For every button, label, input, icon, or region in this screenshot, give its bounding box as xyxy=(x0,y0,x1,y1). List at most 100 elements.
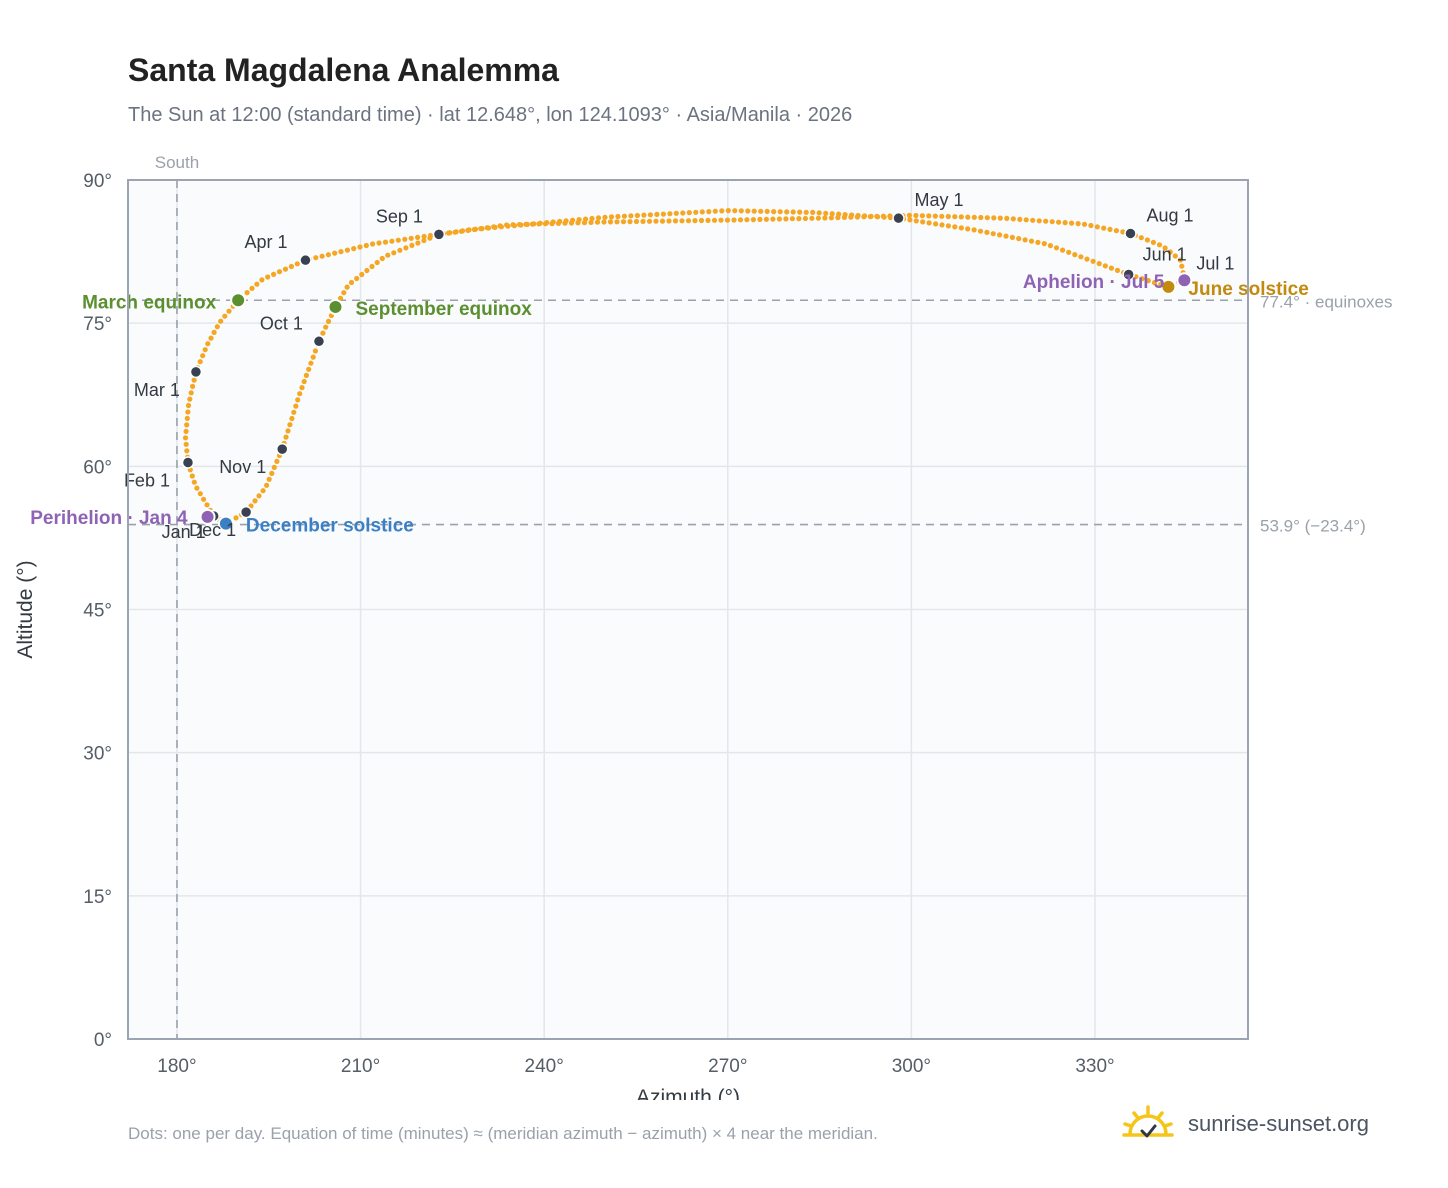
daily-sun-dot xyxy=(299,385,305,391)
daily-sun-dot xyxy=(647,212,654,218)
daily-sun-dot xyxy=(907,217,913,223)
event-label: September equinox xyxy=(355,299,532,320)
daily-sun-dot xyxy=(303,372,309,378)
daily-sun-dot xyxy=(1016,236,1022,242)
daily-sun-dot xyxy=(1101,225,1107,231)
daily-sun-dot xyxy=(403,245,409,251)
daily-sun-dot xyxy=(654,211,660,217)
daily-sun-dot xyxy=(699,209,705,215)
daily-sun-dot xyxy=(1047,243,1053,249)
daily-sun-dot xyxy=(190,383,196,389)
daily-sun-dot xyxy=(208,335,214,341)
daily-sun-dot xyxy=(822,215,828,221)
daily-sun-dot xyxy=(588,219,594,225)
daily-sun-dot xyxy=(510,222,516,228)
x-tick-label: 180° xyxy=(157,1056,196,1077)
daily-sun-dot xyxy=(312,348,318,354)
daily-sun-dot xyxy=(1075,221,1081,227)
daily-sun-dot xyxy=(249,285,255,291)
month-marker-label: Jan 1 xyxy=(162,522,206,542)
daily-sun-dot xyxy=(757,216,763,222)
daily-sun-dot xyxy=(184,448,190,454)
plot-frame xyxy=(127,179,1249,1040)
brand-name: sunrise-sunset.org xyxy=(1188,1111,1369,1136)
daily-sun-dot xyxy=(776,216,783,222)
daily-sun-dot xyxy=(731,217,737,223)
month-marker-label: Feb 1 xyxy=(124,471,170,491)
daily-sun-dot xyxy=(815,215,822,221)
x-axis-label: Azimuth (°) xyxy=(636,1086,740,1100)
daily-sun-dot xyxy=(666,218,672,224)
daily-sun-dot xyxy=(1023,217,1029,223)
daily-sun-dot xyxy=(1009,234,1016,240)
daily-sun-dot xyxy=(952,224,958,230)
daily-sun-dot xyxy=(1172,253,1178,259)
daily-sun-dot xyxy=(254,281,260,287)
daily-sun-dot xyxy=(452,229,458,235)
daily-sun-dot xyxy=(789,216,796,222)
daily-sun-dot xyxy=(256,493,262,499)
daily-sun-dot xyxy=(1030,217,1036,223)
month-marker-label: Aug 1 xyxy=(1146,205,1193,225)
daily-sun-dot xyxy=(409,242,415,248)
daily-sun-dot xyxy=(958,214,964,220)
chart-subtitle: The Sun at 12:00 (standard time) · lat 1… xyxy=(128,104,853,126)
daily-sun-dot xyxy=(1113,228,1119,234)
daily-sun-dot xyxy=(686,210,692,216)
daily-sun-dot xyxy=(797,209,803,215)
daily-sun-dot xyxy=(874,213,880,219)
daily-sun-dot xyxy=(244,290,250,296)
daily-sun-dot xyxy=(595,215,602,221)
daily-sun-dot xyxy=(770,216,776,222)
daily-sun-dot xyxy=(283,434,289,440)
daily-sun-dot xyxy=(282,266,289,272)
month-marker xyxy=(189,365,203,379)
daily-sun-dot xyxy=(810,209,816,215)
daily-sun-dot xyxy=(395,237,401,243)
analemma-chart: South 77.4° · equinoxes 53.9° (−23.4°) Jan… xyxy=(14,153,1393,1100)
daily-sun-dot xyxy=(719,208,725,214)
daily-sun-dot xyxy=(887,213,893,219)
daily-sun-dot xyxy=(389,238,395,244)
brand[interactable]: sunrise-sunset.org xyxy=(1122,1104,1369,1144)
daily-sun-dot xyxy=(214,324,220,330)
y-tick-label: 45° xyxy=(83,601,112,622)
daily-sun-dot xyxy=(182,435,189,441)
event-label: December solstice xyxy=(246,516,414,537)
daily-sun-dot xyxy=(542,221,549,227)
daily-sun-dot xyxy=(1177,257,1183,263)
daily-sun-dot xyxy=(1144,237,1150,243)
daily-sun-dot xyxy=(259,277,265,283)
daily-sun-dot xyxy=(337,295,344,301)
daily-sun-dot xyxy=(271,464,277,470)
daily-sun-dot xyxy=(369,263,375,270)
daily-sun-dot xyxy=(1041,241,1047,247)
month-marker xyxy=(1122,268,1135,281)
daily-sun-dot xyxy=(646,218,653,224)
daily-sun-dot xyxy=(274,458,280,464)
daily-sun-dot xyxy=(711,217,718,223)
daily-sun-dot xyxy=(188,390,194,396)
daily-sun-dot xyxy=(1096,261,1102,267)
daily-sun-dot xyxy=(1004,215,1010,221)
daily-sun-dot xyxy=(291,409,297,415)
daily-sun-dot xyxy=(1043,218,1049,224)
daily-sun-dot xyxy=(828,215,835,221)
daily-sun-dot xyxy=(260,488,266,494)
daily-sun-dot xyxy=(679,218,685,224)
y-tick-label: 60° xyxy=(83,457,112,478)
daily-sun-dot xyxy=(1017,216,1023,222)
event-label: March equinox xyxy=(82,292,217,313)
daily-sun-dot xyxy=(1107,226,1113,232)
daily-sun-dot xyxy=(568,220,575,226)
daily-sun-dot xyxy=(185,402,192,409)
daily-sun-dot xyxy=(660,211,667,217)
daily-sun-dot xyxy=(978,214,984,221)
daily-sun-dot xyxy=(790,209,796,215)
daily-sun-dot xyxy=(325,252,331,258)
daily-sun-dot xyxy=(971,227,977,233)
daily-sun-dot xyxy=(627,219,633,225)
daily-sun-dot xyxy=(919,213,926,219)
daily-sun-dot xyxy=(478,226,484,232)
month-marker-label: May 1 xyxy=(915,190,964,210)
